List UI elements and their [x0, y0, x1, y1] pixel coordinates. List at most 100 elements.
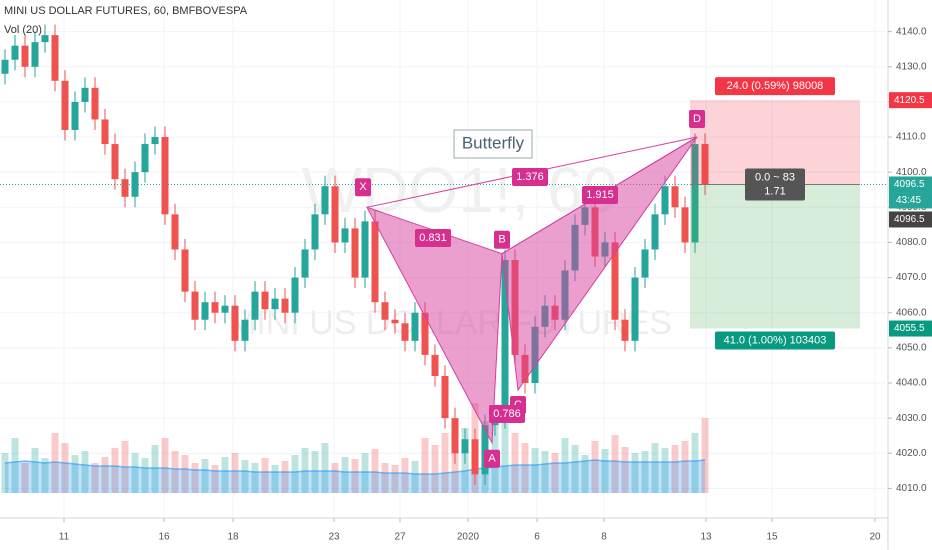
ratio-label: 1.376 [516, 171, 544, 183]
candle-body [641, 249, 649, 278]
volume-bar [541, 451, 549, 493]
volume-bar [551, 453, 559, 493]
volume-bar [411, 461, 419, 493]
candle-body [661, 186, 669, 215]
entry-price-tag-box [889, 211, 932, 228]
candle-body [331, 186, 339, 243]
volume-bar [621, 447, 629, 493]
candle-body [71, 101, 79, 131]
target-price-tag-box [889, 92, 932, 109]
y-tick-label: 4030.0 [896, 413, 927, 424]
pattern-point-box [355, 178, 371, 197]
y-tick-label: 4110.0 [896, 132, 926, 143]
ratio-label: 1.915 [586, 189, 614, 201]
center-label: 0.0 ~ 83 [755, 171, 795, 183]
pattern-point-box [494, 230, 510, 249]
volume-bar [61, 443, 69, 493]
volume-bar [201, 459, 209, 493]
watermark: WDO1!, 60 [302, 154, 619, 226]
pattern-point-box [484, 449, 500, 468]
volume-bar [91, 463, 99, 493]
center-label-box [745, 168, 805, 201]
volume-bar [1, 453, 9, 493]
candle-body [151, 137, 159, 145]
x-tick-label: 2020 [457, 532, 480, 543]
candle-body [451, 418, 459, 454]
candle-body [281, 298, 289, 313]
y-tick-label: 4020.0 [896, 448, 927, 459]
ratio-box [582, 186, 618, 204]
candle-body [201, 302, 209, 320]
ratio-label: 0.786 [493, 408, 521, 420]
candle-body [471, 439, 479, 475]
ratio-box [512, 168, 548, 186]
volume-bar [41, 458, 49, 493]
stop-label-box [715, 331, 835, 350]
y-tick-label: 4130.0 [896, 61, 927, 72]
candle-body [311, 214, 319, 250]
volume-bar [701, 418, 709, 493]
x-tick-label: 15 [766, 532, 778, 543]
volume-bar [181, 455, 189, 493]
volume-bar [31, 448, 39, 493]
volume-bar [501, 398, 509, 493]
candle-body [291, 277, 299, 313]
candle-body [411, 312, 419, 341]
stop-zone [690, 184, 860, 329]
volume-bar [521, 443, 529, 493]
countdown: 43:45 [896, 195, 921, 206]
volume-bar [601, 449, 609, 493]
candle-body [51, 35, 59, 81]
volume-bar [241, 460, 249, 493]
volume-bar [231, 453, 239, 493]
volume-bar [111, 448, 119, 493]
volume-bar [571, 445, 579, 493]
candle-body [611, 242, 619, 320]
volume-bar [81, 451, 89, 493]
candle-body [21, 45, 29, 67]
candle-body [61, 80, 69, 131]
candle-body [441, 375, 449, 419]
volume-bar [281, 461, 289, 493]
ratio-label: 0.831 [419, 232, 447, 244]
candle-body [1, 59, 9, 74]
volume-bar [291, 455, 299, 493]
volume-bar [11, 438, 19, 493]
candle-body [221, 305, 229, 313]
volume-bar [651, 443, 659, 493]
candle-body [31, 42, 39, 67]
volume-bar [531, 448, 539, 493]
volume-bar [351, 459, 359, 493]
entry-price-tag: 4096.5 [894, 214, 925, 225]
target-label-box [715, 77, 835, 96]
candle-body [211, 302, 219, 313]
candle-body [341, 228, 349, 243]
volume-bar [361, 453, 369, 493]
pattern-name: Butterfly [462, 133, 525, 152]
candle-body [681, 207, 689, 243]
candle-body [11, 45, 19, 60]
candle-body [461, 439, 469, 454]
candle-body [231, 305, 239, 341]
x-tick-label: 11 [59, 532, 70, 543]
x-tick-label: 23 [328, 532, 340, 543]
volume-bar [101, 457, 109, 493]
volume-bar [211, 465, 219, 493]
last-price-tag-box [889, 176, 932, 193]
stop-label: 41.0 (1.00%) 103403 [724, 334, 827, 346]
volume-bar [391, 465, 399, 493]
candle-body [241, 319, 249, 341]
candle-body [251, 291, 259, 320]
candle-body [161, 137, 169, 215]
candle-body [261, 291, 269, 310]
candle-body [101, 119, 109, 145]
volume-bar [581, 455, 589, 493]
candle-body [701, 144, 709, 185]
ratio-box [415, 229, 451, 247]
ratio-box [489, 405, 525, 423]
volume-bar [371, 449, 379, 493]
volume-bar [511, 433, 519, 493]
volume-bar [271, 465, 279, 493]
y-tick-label: 4010.0 [896, 483, 927, 494]
volume-bar [171, 451, 179, 493]
